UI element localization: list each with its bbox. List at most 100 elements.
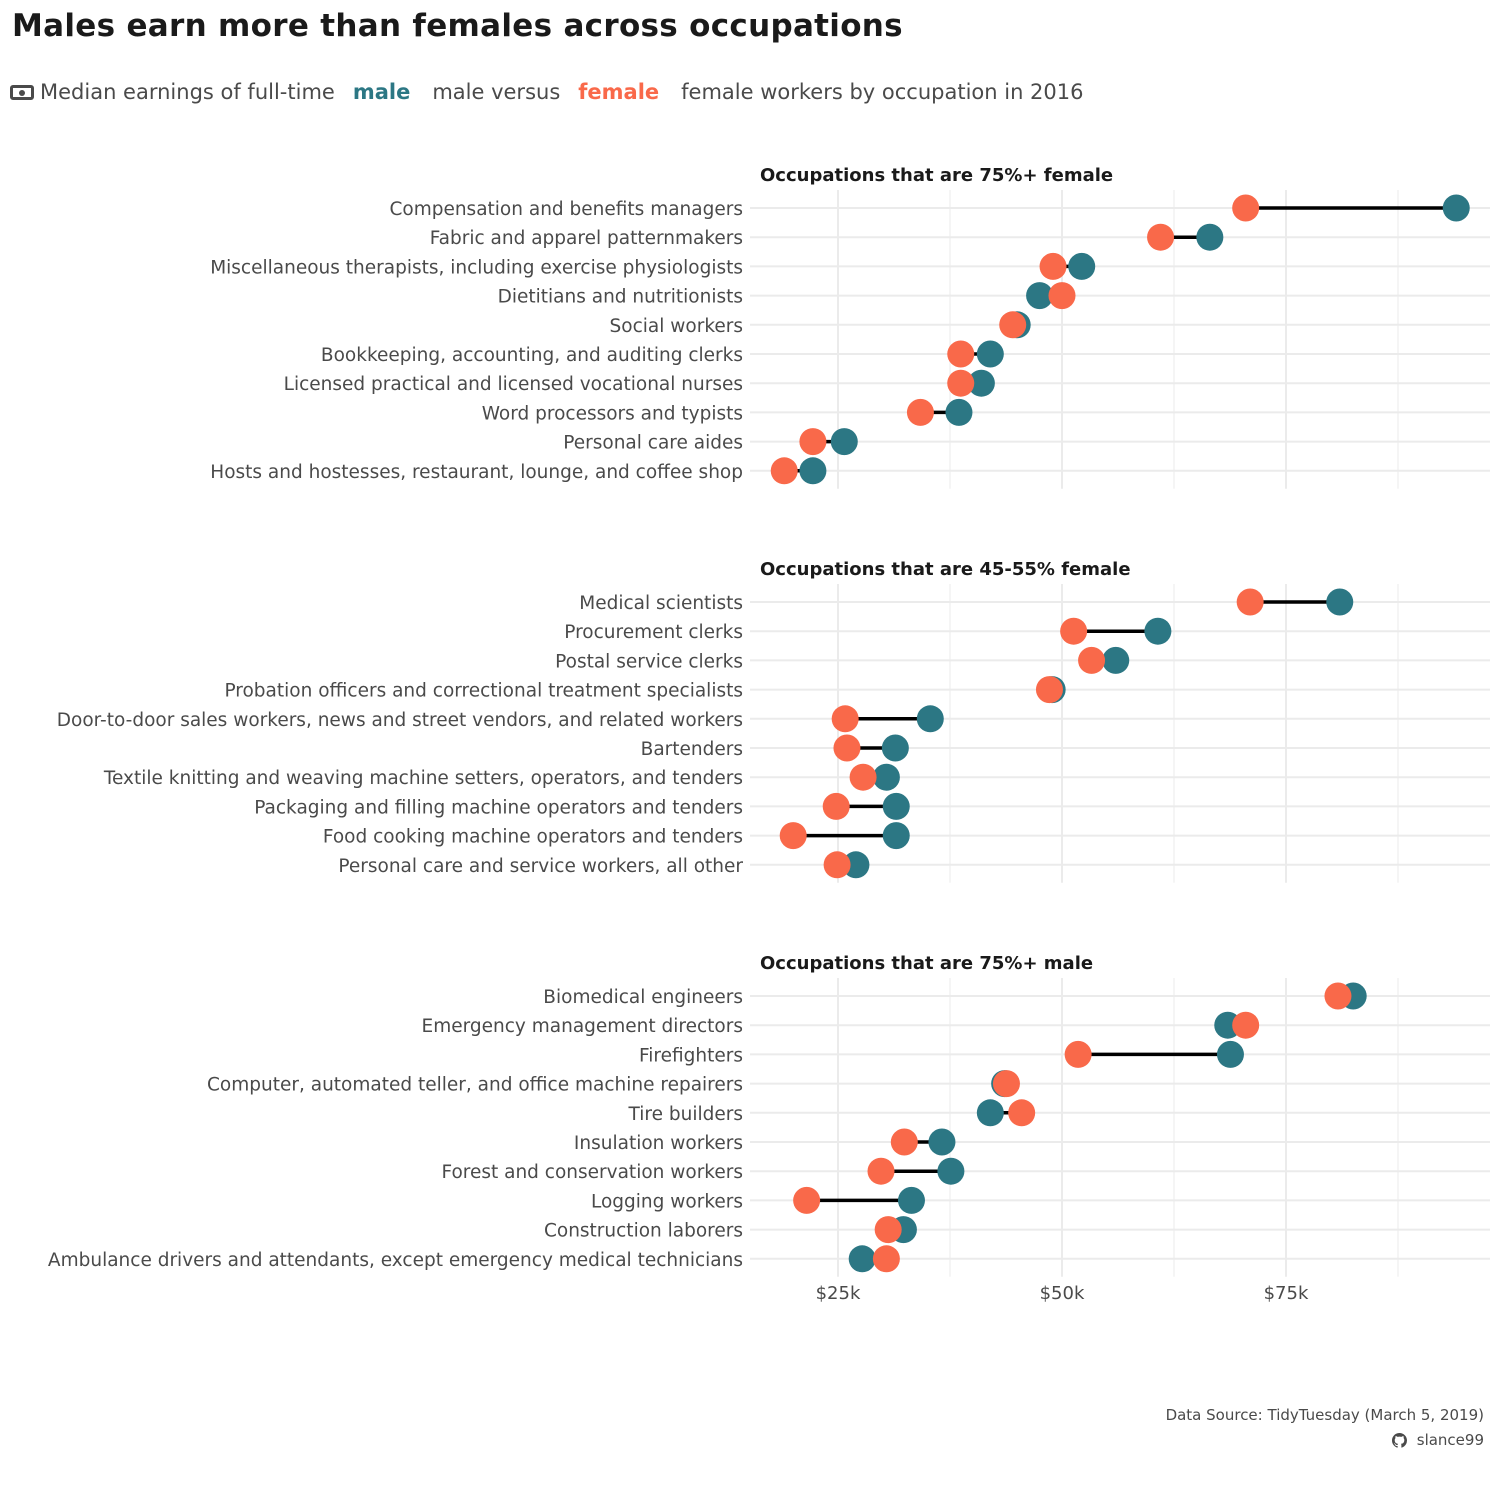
x-tick-label: $25k	[816, 1283, 861, 1304]
category-label: Medical scientists	[579, 593, 743, 614]
author-line: slance99	[1166, 1428, 1484, 1453]
category-label: Miscellaneous therapists, including exer…	[210, 257, 743, 278]
female-point	[1035, 676, 1063, 704]
female-point	[1060, 617, 1088, 645]
category-label: Hosts and hostesses, restaurant, lounge,…	[210, 462, 743, 483]
female-point	[1232, 194, 1260, 222]
female-point	[1078, 646, 1106, 674]
male-point	[1216, 1040, 1244, 1068]
author-handle: slance99	[1416, 1431, 1484, 1449]
category-label: Word processors and typists	[482, 403, 743, 424]
female-point	[1064, 1040, 1092, 1068]
category-label: Postal service clerks	[555, 651, 743, 672]
female-point	[831, 705, 859, 733]
female-point	[1008, 1099, 1036, 1127]
male-point	[848, 1245, 876, 1273]
category-label: Licensed practical and licensed vocation…	[284, 374, 743, 395]
category-label: Emergency management directors	[422, 1016, 743, 1037]
category-label: Bookkeeping, accounting, and auditing cl…	[321, 345, 743, 366]
chart-title: Males earn more than females across occu…	[12, 8, 903, 44]
x-tick-label: $75k	[1264, 1283, 1309, 1304]
data-source: Data Source: TidyTuesday (March 5, 2019)	[1165, 1406, 1484, 1424]
female-point	[1147, 223, 1175, 251]
female-point	[906, 398, 934, 426]
subtitle-prefix: Median earnings of full-time	[40, 80, 335, 104]
male-point	[976, 1099, 1004, 1127]
male-point	[842, 851, 870, 879]
category-label: Bartenders	[641, 739, 743, 760]
male-point	[881, 734, 909, 762]
category-label: Packaging and filling machine operators …	[254, 797, 743, 818]
male-point	[967, 369, 995, 397]
category-label: Textile knitting and weaving machine set…	[103, 768, 743, 789]
category-label: Personal care aides	[563, 433, 743, 454]
female-point	[867, 1157, 895, 1185]
female-point	[833, 734, 861, 762]
github-icon	[1391, 1433, 1407, 1448]
female-point	[1236, 588, 1264, 616]
panel-title: Occupations that are 75%+ male	[760, 953, 1093, 974]
female-point	[1232, 1011, 1260, 1039]
female-point	[849, 763, 877, 791]
subtitle-suffix: female workers by occupation in 2016	[681, 80, 1084, 104]
category-label: Procurement clerks	[564, 622, 743, 643]
category-label: Insulation workers	[574, 1133, 743, 1154]
female-point	[947, 369, 975, 397]
male-point	[1196, 223, 1224, 251]
category-label: Firefighters	[639, 1045, 743, 1066]
category-label: Logging workers	[591, 1191, 743, 1212]
panel-title: Occupations that are 75%+ female	[760, 165, 1113, 186]
female-point	[890, 1128, 918, 1156]
male-point	[937, 1157, 965, 1185]
female-point	[823, 851, 851, 879]
category-label: Compensation and benefits managers	[389, 199, 743, 220]
subtitle-middle: male versus	[432, 80, 561, 104]
male-point	[976, 340, 1004, 368]
caption: Data Source: TidyTuesday (March 5, 2019)…	[1166, 1403, 1484, 1453]
female-point	[779, 822, 807, 850]
category-label: Forest and conservation workers	[441, 1162, 743, 1183]
male-point	[1326, 588, 1354, 616]
male-point	[1026, 282, 1054, 310]
female-point	[770, 457, 798, 485]
female-point	[1039, 252, 1067, 280]
chart-subtitle: Median earnings of full-time male male v…	[10, 80, 1084, 104]
male-point	[928, 1128, 956, 1156]
category-label: Ambulance drivers and attendants, except…	[48, 1250, 743, 1271]
male-point	[1144, 617, 1172, 645]
female-point	[992, 1070, 1020, 1098]
male-point	[882, 792, 910, 820]
female-point	[793, 1186, 821, 1214]
female-point	[799, 428, 827, 456]
category-label: Biomedical engineers	[543, 987, 743, 1008]
male-point	[872, 763, 900, 791]
male-point	[1102, 646, 1130, 674]
male-point	[882, 822, 910, 850]
dumbbell-chart: Occupations that are 75%+ female Compensa…	[48, 165, 1490, 1304]
female-point	[874, 1216, 902, 1244]
category-label: Probation officers and correctional trea…	[224, 681, 743, 702]
x-tick-label: $50k	[1040, 1283, 1085, 1304]
female-point	[1324, 982, 1352, 1010]
money-bill-icon	[10, 84, 34, 100]
category-label: Social workers	[610, 316, 743, 337]
female-point	[1048, 282, 1076, 310]
category-label: Construction laborers	[544, 1221, 743, 1242]
category-label: Tire builders	[628, 1104, 743, 1125]
category-label: Fabric and apparel patternmakers	[430, 228, 743, 249]
category-label: Dietitians and nutritionists	[498, 287, 743, 308]
legend-male-key: male	[352, 80, 411, 104]
male-point	[1442, 194, 1470, 222]
male-point	[945, 398, 973, 426]
category-label: Computer, automated teller, and office m…	[207, 1075, 743, 1096]
female-point	[999, 311, 1027, 339]
category-label: Personal care and service workers, all o…	[338, 856, 743, 877]
male-point	[1068, 252, 1096, 280]
male-point	[897, 1186, 925, 1214]
legend-female-key: female	[578, 80, 660, 104]
category-label: Door-to-door sales workers, news and str…	[57, 710, 743, 731]
panel-title: Occupations that are 45-55% female	[760, 559, 1131, 580]
category-label: Food cooking machine operators and tende…	[323, 827, 743, 848]
male-point	[916, 705, 944, 733]
female-point	[947, 340, 975, 368]
